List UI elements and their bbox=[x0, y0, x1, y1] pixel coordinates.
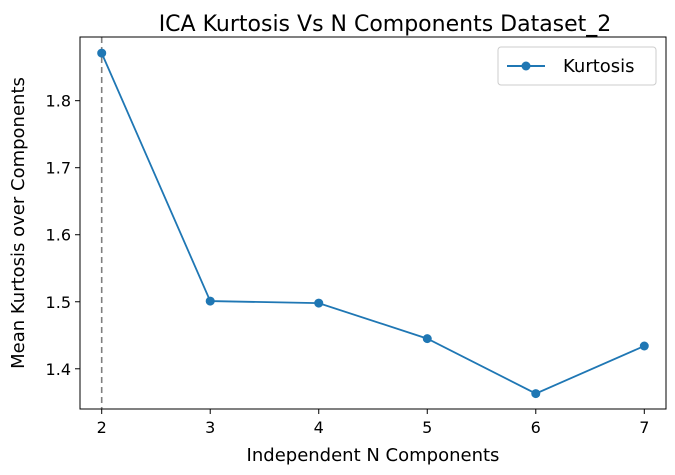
legend-point-marker bbox=[521, 61, 531, 71]
data-point-0-2 bbox=[314, 298, 324, 308]
legend: Kurtosis bbox=[497, 46, 657, 86]
legend-label-kurtosis: Kurtosis bbox=[563, 56, 635, 77]
x-tick-label-5: 5 bbox=[422, 418, 432, 437]
data-point-0-4 bbox=[531, 389, 541, 399]
x-tick-label-4: 4 bbox=[314, 418, 324, 437]
y-tick-label-3: 1.7 bbox=[46, 159, 71, 178]
x-tick-label-2: 2 bbox=[97, 418, 107, 437]
y-tick-label-2: 1.6 bbox=[46, 226, 71, 245]
y-tick-label-0: 1.4 bbox=[46, 360, 71, 379]
y-axis-title: Mean Kurtosis over Components bbox=[8, 77, 29, 369]
legend-box bbox=[497, 46, 657, 86]
data-point-0-3 bbox=[422, 334, 432, 344]
y-tick-label-4: 1.8 bbox=[46, 92, 71, 111]
chart-title: ICA Kurtosis Vs N Components Dataset_2 bbox=[159, 12, 612, 37]
x-tick-label-6: 6 bbox=[531, 418, 541, 437]
data-point-0-0 bbox=[97, 48, 107, 58]
series-line-0 bbox=[100, 52, 645, 395]
x-tick-label-3: 3 bbox=[205, 418, 215, 437]
data-point-0-1 bbox=[205, 296, 215, 306]
x-tick-label-7: 7 bbox=[639, 418, 649, 437]
plot-frame bbox=[79, 36, 667, 410]
y-tick-label-1: 1.5 bbox=[46, 293, 71, 312]
data-point-0-5 bbox=[639, 341, 649, 351]
x-axis-title: Independent N Components bbox=[247, 445, 500, 466]
